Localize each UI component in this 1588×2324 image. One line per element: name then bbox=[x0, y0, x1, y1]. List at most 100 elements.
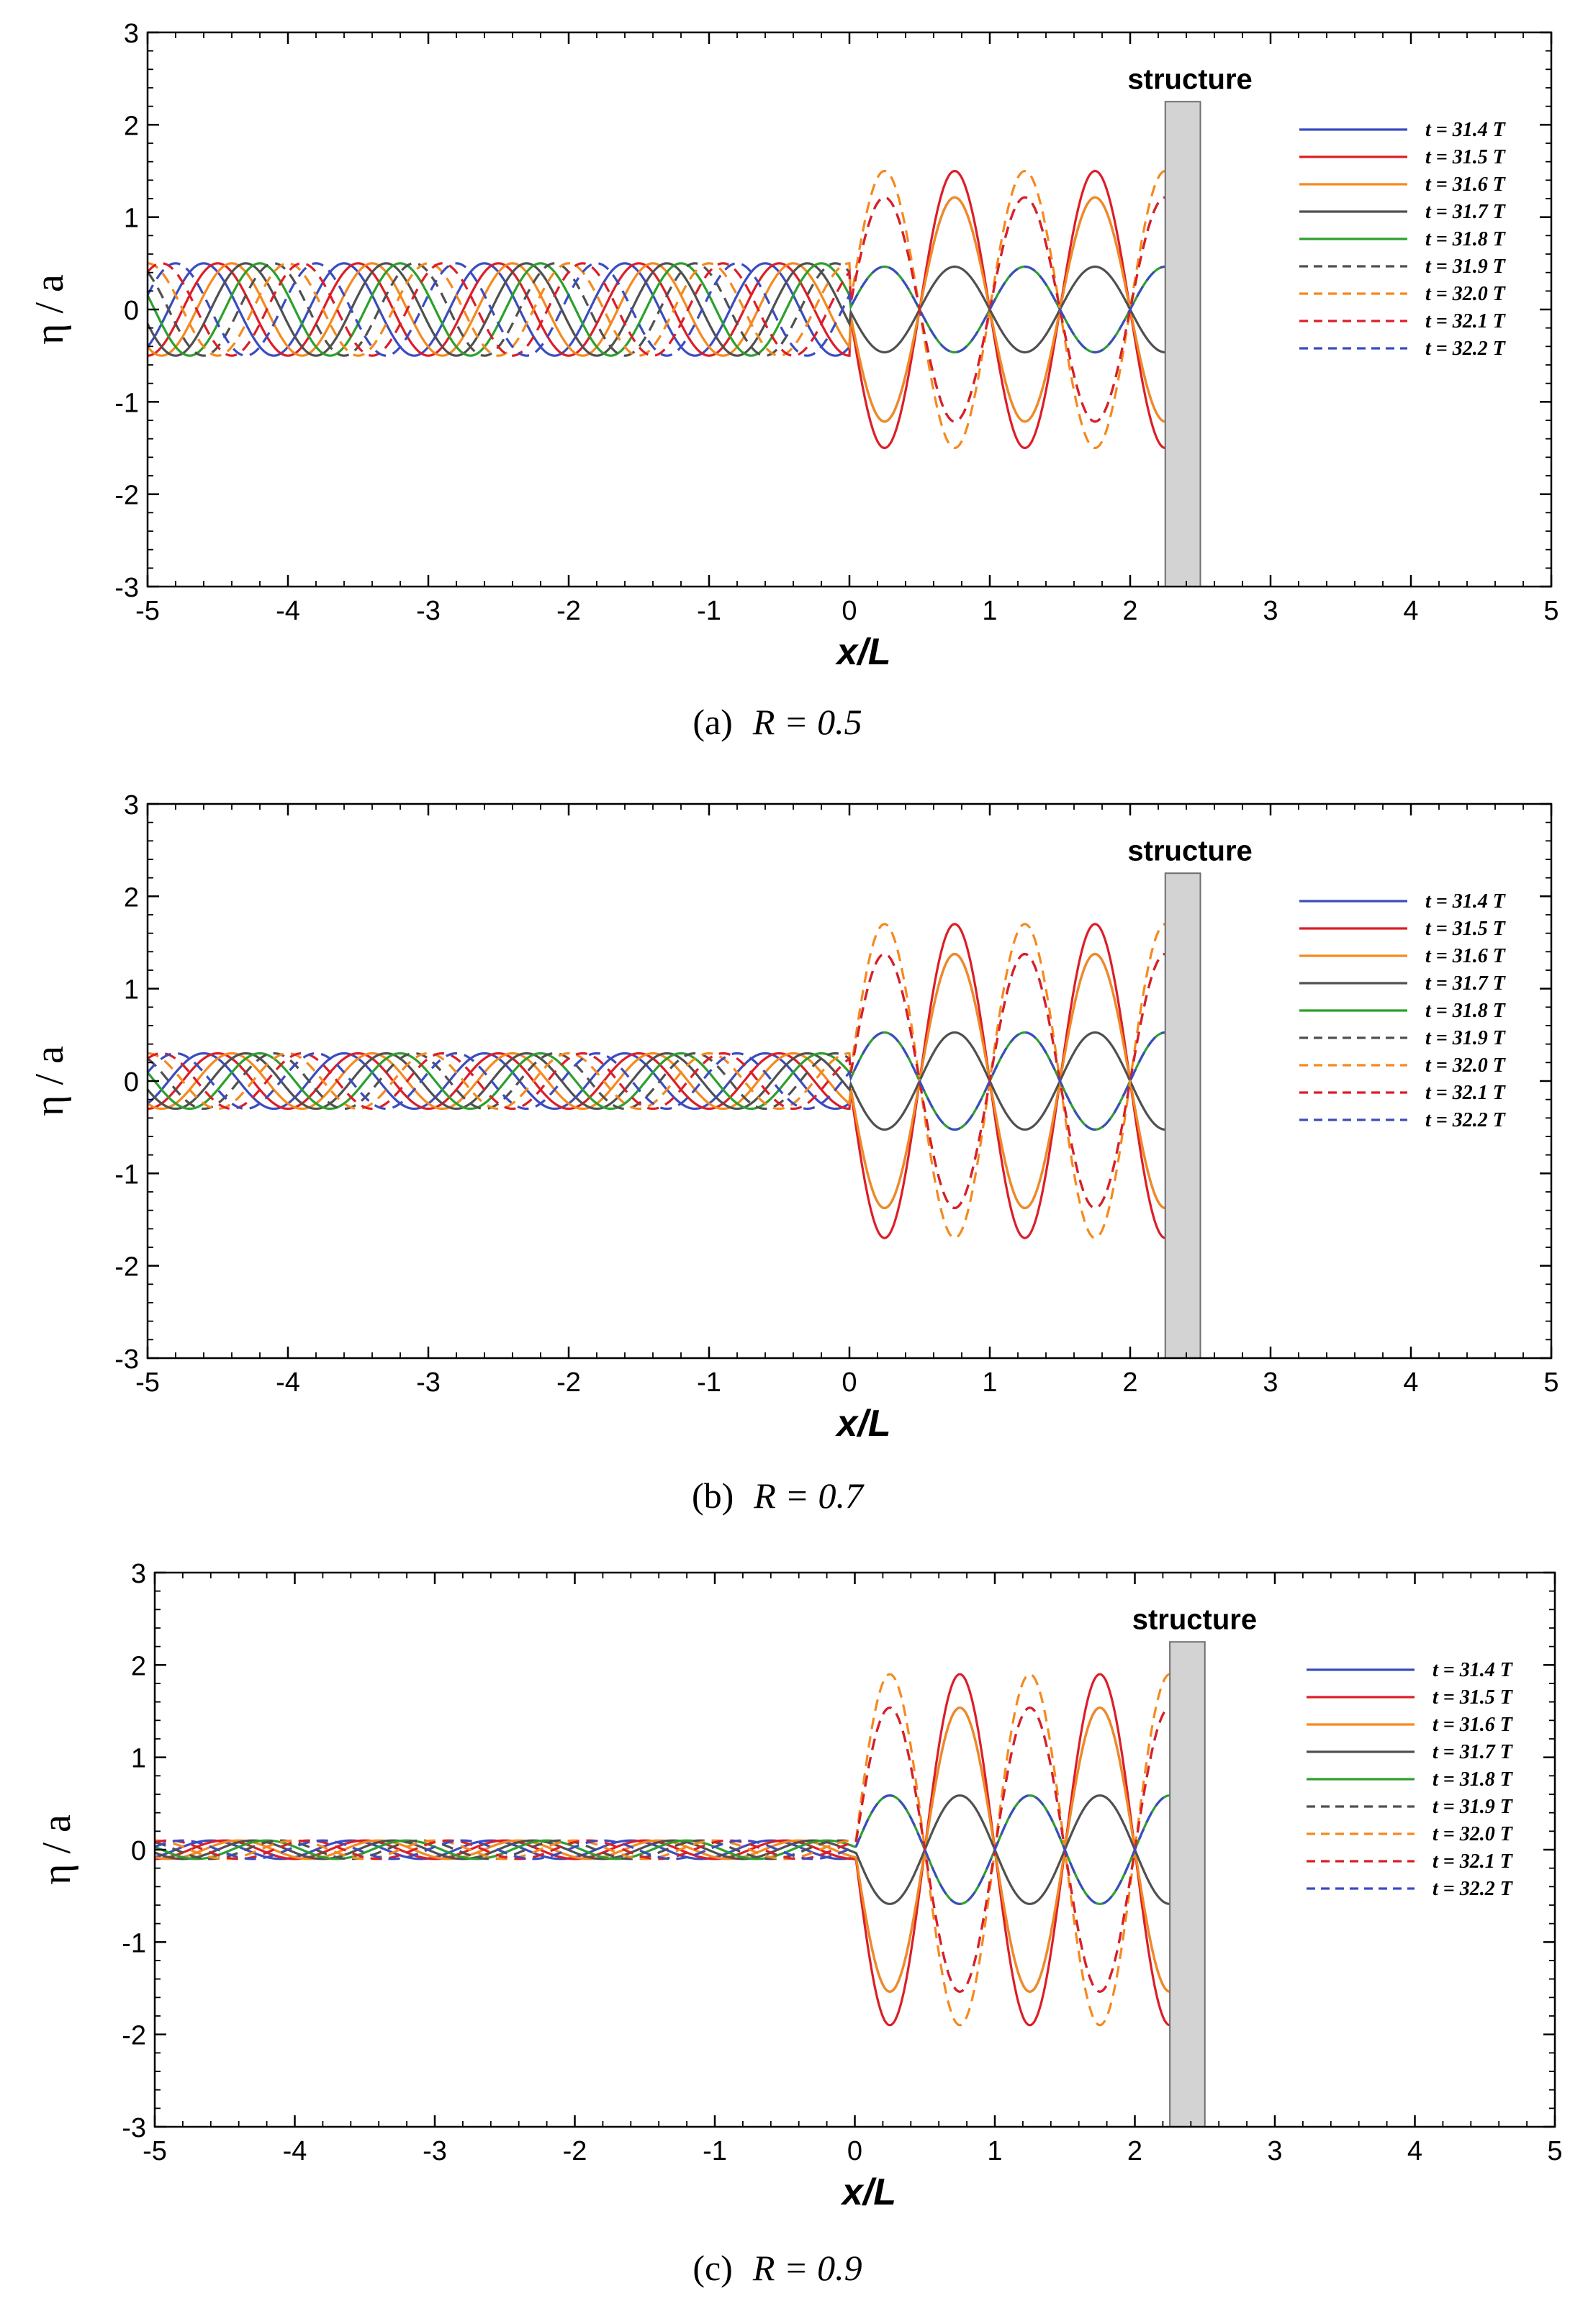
x-tick-label: -1 bbox=[703, 2136, 727, 2166]
x-tick-label: -5 bbox=[135, 596, 160, 626]
y-axis-title: η / a bbox=[35, 1814, 79, 1885]
y-tick-label: 3 bbox=[124, 19, 139, 49]
x-tick-label: 2 bbox=[1122, 596, 1137, 626]
legend-label-1: t = 31.4 T bbox=[1425, 890, 1507, 913]
x-tick-label: 0 bbox=[842, 1367, 857, 1398]
series-line-8 bbox=[148, 952, 1165, 1210]
legend-label-9: t = 32.2 T bbox=[1425, 338, 1507, 360]
structure-block bbox=[1164, 872, 1201, 1359]
x-tick-label: 4 bbox=[1403, 1367, 1418, 1398]
x-tick-label: -3 bbox=[423, 2136, 447, 2166]
x-tick-label: -1 bbox=[697, 1367, 721, 1398]
legend-label-1: t = 31.4 T bbox=[1425, 119, 1507, 141]
series-line-7 bbox=[148, 923, 1166, 1239]
y-tick-label: 0 bbox=[124, 1067, 139, 1098]
x-tick-label: 0 bbox=[847, 2136, 862, 2166]
series-line-2 bbox=[148, 923, 1166, 1239]
y-tick-label: -3 bbox=[122, 2113, 146, 2143]
y-tick-label: -1 bbox=[114, 388, 139, 418]
x-tick-label: -3 bbox=[416, 596, 441, 626]
legend-label-8: t = 32.1 T bbox=[1425, 310, 1507, 333]
y-tick-label: -3 bbox=[114, 573, 139, 603]
legend-label-7: t = 32.0 T bbox=[1433, 1823, 1514, 1845]
structure-label: structure bbox=[1127, 63, 1252, 95]
legend-label-2: t = 31.5 T bbox=[1425, 146, 1507, 168]
legend-label-5: t = 31.8 T bbox=[1425, 1000, 1507, 1022]
figure-caption: (c) R = 0.9 bbox=[693, 2248, 862, 2288]
series-group bbox=[155, 1673, 1170, 2027]
legend-label-7: t = 32.0 T bbox=[1425, 1054, 1507, 1077]
legend-label-1: t = 31.4 T bbox=[1433, 1659, 1514, 1681]
series-line-6 bbox=[148, 196, 1165, 423]
y-tick-label: -2 bbox=[122, 2021, 146, 2051]
y-tick-label: 1 bbox=[131, 1744, 146, 1774]
x-tick-label: -1 bbox=[697, 596, 721, 626]
chart-panel-1: structure -5 -4 -3 -2 -1 0 1 2 3 4 5 3 2 1 0 -1 -2 -3 x/L η … bbox=[27, 19, 1559, 742]
legend-label-4: t = 31.7 T bbox=[1433, 1741, 1514, 1763]
caption-label: R = 0.7 bbox=[753, 1475, 865, 1516]
x-tick-label: 1 bbox=[987, 2136, 1002, 2166]
x-axis-title: x/L bbox=[834, 1403, 890, 1444]
series-group bbox=[148, 923, 1166, 1239]
caption-prefix: (c) bbox=[693, 2248, 733, 2288]
chart-panel-3: structure -5 -4 -3 -2 -1 0 1 2 3 4 5 3 2 1 0 -1 -2 -3 x/L η … bbox=[35, 1559, 1563, 2288]
series-line-9 bbox=[148, 262, 1165, 357]
y-tick-label: 2 bbox=[124, 111, 139, 141]
figure-caption: (a) R = 0.5 bbox=[693, 702, 862, 742]
series-line-7 bbox=[155, 1673, 1170, 2027]
y-tick-label: 1 bbox=[124, 204, 139, 234]
y-tick-label: -1 bbox=[114, 1159, 139, 1190]
x-tick-label: 2 bbox=[1122, 1367, 1137, 1398]
chart-panel-2: structure -5 -4 -3 -2 -1 0 1 2 3 4 5 3 2 1 0 -1 -2 -3 x/L η … bbox=[27, 790, 1559, 1516]
x-tick-label: 3 bbox=[1263, 596, 1278, 626]
x-tick-label: -4 bbox=[283, 2136, 307, 2166]
legend-label-6: t = 31.9 T bbox=[1433, 1796, 1514, 1818]
y-tick-label: -1 bbox=[122, 1928, 146, 1958]
series-line-9 bbox=[155, 1794, 1170, 1905]
series-line-4 bbox=[148, 262, 1165, 357]
legend-label-8: t = 32.1 T bbox=[1425, 1082, 1507, 1104]
legend-label-5: t = 31.8 T bbox=[1433, 1768, 1514, 1791]
x-tick-label: 3 bbox=[1263, 1367, 1278, 1398]
legend-label-3: t = 31.6 T bbox=[1425, 173, 1507, 196]
x-tick-label: -3 bbox=[416, 1367, 441, 1398]
caption-prefix: (a) bbox=[693, 702, 733, 742]
y-tick-label: -2 bbox=[114, 1252, 139, 1283]
x-tick-label: -2 bbox=[556, 1367, 581, 1398]
y-axis-title: η / a bbox=[27, 1046, 72, 1116]
y-tick-label: 0 bbox=[124, 296, 139, 326]
caption-prefix: (b) bbox=[692, 1475, 734, 1516]
x-tick-label: 0 bbox=[842, 596, 857, 626]
legend-label-7: t = 32.0 T bbox=[1425, 283, 1507, 305]
series-group bbox=[148, 169, 1166, 450]
legend-label-4: t = 31.7 T bbox=[1425, 972, 1507, 995]
x-axis-title: x/L bbox=[840, 2171, 896, 2213]
y-tick-label: 1 bbox=[124, 975, 139, 1005]
x-tick-label: 4 bbox=[1403, 596, 1418, 626]
legend: t = 31.4 T t = 31.5 T t = 31.6 T t = 31.7 T… bbox=[1299, 890, 1507, 1131]
series-line-9 bbox=[148, 1031, 1165, 1131]
series-line-7 bbox=[148, 169, 1166, 450]
y-tick-label: 2 bbox=[124, 882, 139, 913]
x-tick-label: -2 bbox=[556, 596, 581, 626]
structure-block bbox=[1164, 101, 1201, 587]
series-line-3 bbox=[148, 952, 1165, 1210]
x-axis-title: x/L bbox=[834, 631, 890, 673]
series-line-5 bbox=[155, 1794, 1170, 1905]
y-tick-label: -2 bbox=[114, 481, 139, 511]
x-tick-label: 5 bbox=[1543, 1367, 1558, 1398]
series-line-8 bbox=[148, 196, 1165, 423]
x-tick-label: -2 bbox=[563, 2136, 587, 2166]
caption-label: R = 0.9 bbox=[752, 2248, 862, 2288]
x-tick-label: 3 bbox=[1267, 2136, 1282, 2166]
caption-label: R = 0.5 bbox=[752, 702, 862, 742]
legend-label-3: t = 31.6 T bbox=[1433, 1714, 1514, 1736]
series-line-3 bbox=[148, 196, 1165, 423]
structure-block bbox=[1169, 1641, 1206, 2128]
x-tick-label: 5 bbox=[1547, 2136, 1562, 2166]
series-line-4 bbox=[148, 1031, 1165, 1131]
series-line-5 bbox=[148, 262, 1165, 357]
x-tick-label: 5 bbox=[1543, 596, 1558, 626]
legend-label-2: t = 31.5 T bbox=[1425, 918, 1507, 940]
